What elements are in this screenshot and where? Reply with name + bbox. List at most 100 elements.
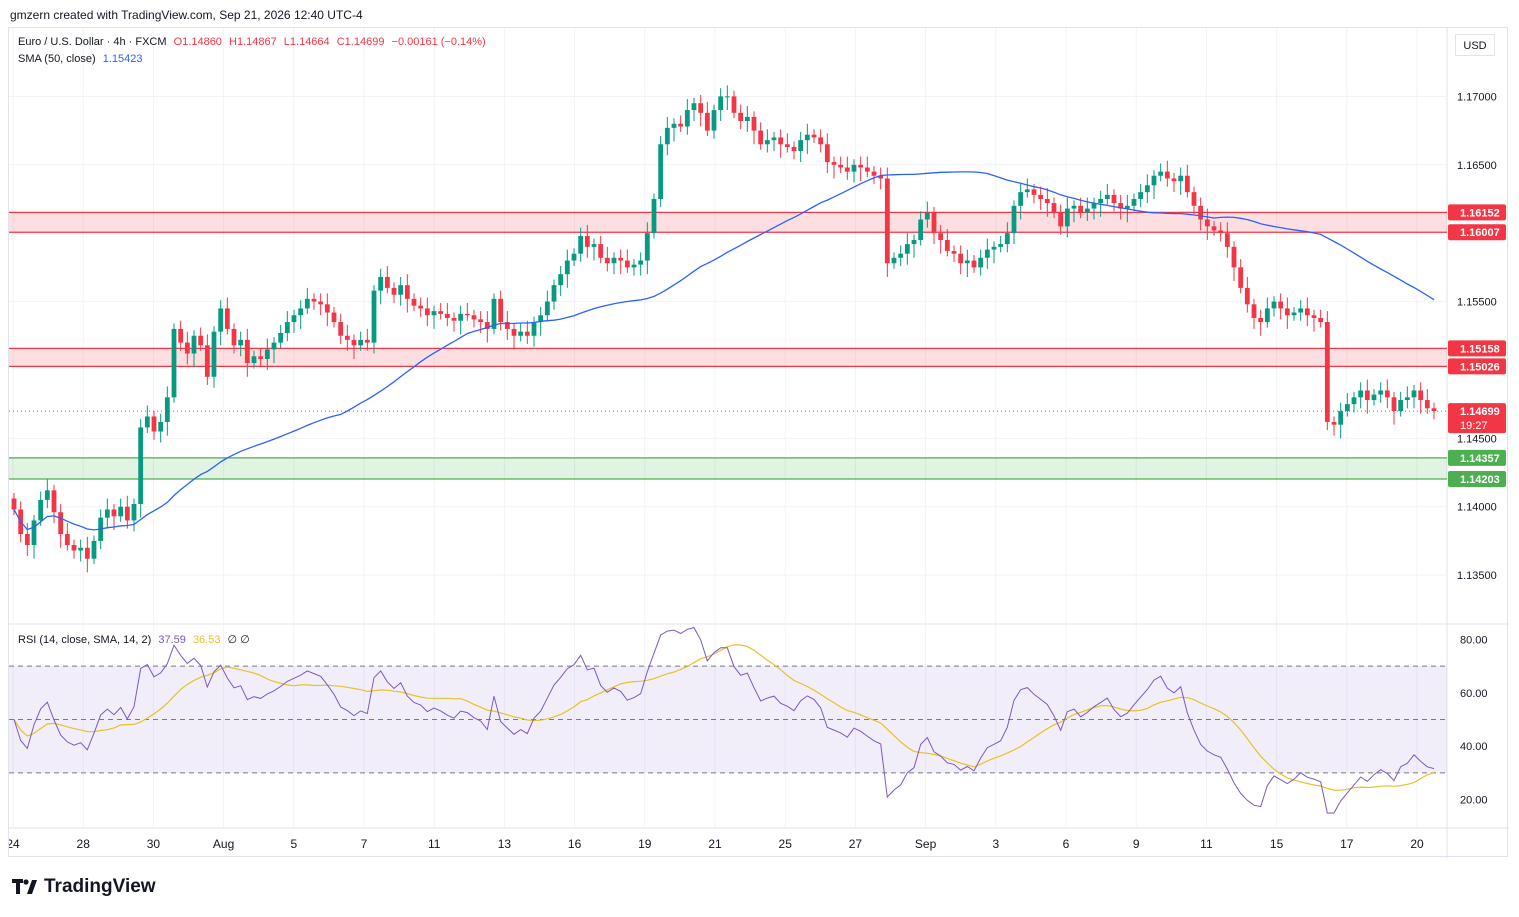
candle-body (264, 349, 270, 360)
symbol-label[interactable]: Euro / U.S. Dollar · 4h · FXCM (18, 36, 167, 48)
candle-body (1144, 185, 1150, 193)
x-tick-label: 19 (638, 837, 652, 851)
candle-body (464, 313, 470, 316)
candle-body (944, 240, 950, 251)
candle-body (1011, 205, 1017, 234)
candle-body (658, 144, 664, 199)
chart-canvas[interactable]: 24 28 30 Aug 5 7 11 13 16 19 21 25 27 Sep 3 6 9 11 15 17 20 1… (9, 28, 1509, 858)
chart-attribution: gmzern created with TradingView.com, Sep… (10, 8, 363, 22)
candle-body (1198, 205, 1204, 220)
candle-body (298, 308, 304, 316)
candle-body (1064, 208, 1070, 227)
candle-body (584, 235, 590, 247)
candle-body (731, 96, 737, 113)
price-tick-label: 1.13500 (1457, 570, 1497, 582)
zone-mid-top-label-bg (1448, 340, 1506, 357)
x-tick-label: 20 (1410, 837, 1424, 851)
ohlc-high: H1.14867 (229, 36, 277, 48)
candle-body (411, 298, 417, 306)
candle-body (51, 490, 57, 513)
zone-low-top-label: 1.14357 (1460, 453, 1500, 465)
rsi-tick-label: 20.00 (1460, 795, 1488, 807)
candle-body (311, 298, 317, 302)
candle-body (598, 244, 604, 258)
resistance-zone (9, 212, 1447, 233)
candle-body (884, 178, 890, 264)
price-tick-label: 1.14000 (1457, 502, 1497, 514)
candle-body (824, 144, 830, 163)
candle-body (851, 164, 857, 172)
candle-body (1318, 317, 1324, 323)
rsi-label[interactable]: RSI (14, close, SMA, 14, 2) (18, 634, 152, 646)
candle-body (1311, 315, 1317, 318)
candle-body (1304, 308, 1310, 316)
candle-body (138, 427, 144, 504)
candle-body (1411, 390, 1417, 398)
candle-body (1351, 397, 1357, 405)
last-price-label: 1.14699 (1460, 406, 1500, 418)
x-tick-label: 13 (498, 837, 512, 851)
currency-button[interactable]: USD (1455, 34, 1495, 56)
candle-body (591, 244, 597, 247)
candle-body (684, 110, 690, 127)
candle-body (844, 167, 850, 172)
candle-body (818, 137, 824, 145)
candle-body (1424, 400, 1430, 409)
candle-body (451, 317, 457, 321)
candle-body (271, 342, 277, 350)
candle-body (1291, 312, 1297, 316)
candle-body (804, 134, 810, 141)
sma-label[interactable]: SMA (50, close) (18, 53, 96, 65)
candle-body (1151, 175, 1157, 186)
rsi-tick-label: 40.00 (1460, 741, 1488, 753)
candle-body (1191, 192, 1197, 206)
candle-body (1398, 400, 1404, 411)
candle-body (478, 319, 484, 323)
candle-body (24, 534, 30, 546)
sma-line (13, 171, 1435, 531)
candle-body (924, 212, 930, 220)
candle-body (458, 313, 464, 321)
zone-upper-top-label-bg (1448, 204, 1506, 221)
candle-body (1004, 233, 1010, 245)
x-tick-label: 24 (9, 837, 20, 851)
candle-body (198, 335, 204, 346)
chart-frame[interactable]: 24 28 30 Aug 5 7 11 13 16 19 21 25 27 Sep 3 6 9 11 15 17 20 1… (8, 27, 1509, 858)
candle-body (564, 260, 570, 275)
zone-upper-top-label: 1.16152 (1460, 207, 1500, 219)
candle-body (1038, 194, 1044, 199)
x-tick-label: 27 (849, 837, 863, 851)
candle-body (498, 298, 504, 323)
tradingview-logo-icon (12, 879, 37, 894)
candle-body (1218, 230, 1224, 234)
candle-body (871, 171, 877, 176)
candle-body (904, 244, 910, 254)
tradingview-logo[interactable]: TradingView (12, 876, 156, 898)
zone-low-top-label-bg (1448, 449, 1506, 466)
candle-body (1251, 304, 1257, 318)
candle-body (578, 235, 584, 254)
candle-body (1284, 308, 1290, 316)
candle-body (898, 253, 904, 258)
ohlc-close: C1.14699 (336, 36, 385, 48)
candle-body (124, 506, 130, 521)
candle-body (71, 545, 77, 551)
x-tick-label: Sep (915, 837, 937, 851)
candle-body (1324, 322, 1330, 422)
candle-body (1271, 301, 1277, 309)
x-tick-label: 15 (1270, 837, 1284, 851)
x-tick-label: 16 (568, 837, 582, 851)
resistance-zone (9, 348, 1447, 367)
candle-body (331, 312, 337, 323)
candle-body (718, 96, 724, 111)
candle-body (751, 116, 757, 131)
price-tick-label: 1.17000 (1457, 91, 1497, 103)
rsi-extra: ∅ ∅ (227, 634, 250, 646)
candle-body (998, 244, 1004, 247)
candle-body (104, 509, 110, 518)
candle-body (431, 311, 437, 316)
price-tick-label: 1.15500 (1457, 297, 1497, 309)
candle-body (1258, 317, 1264, 323)
candle-body (911, 240, 917, 245)
candle-body (1358, 390, 1364, 398)
